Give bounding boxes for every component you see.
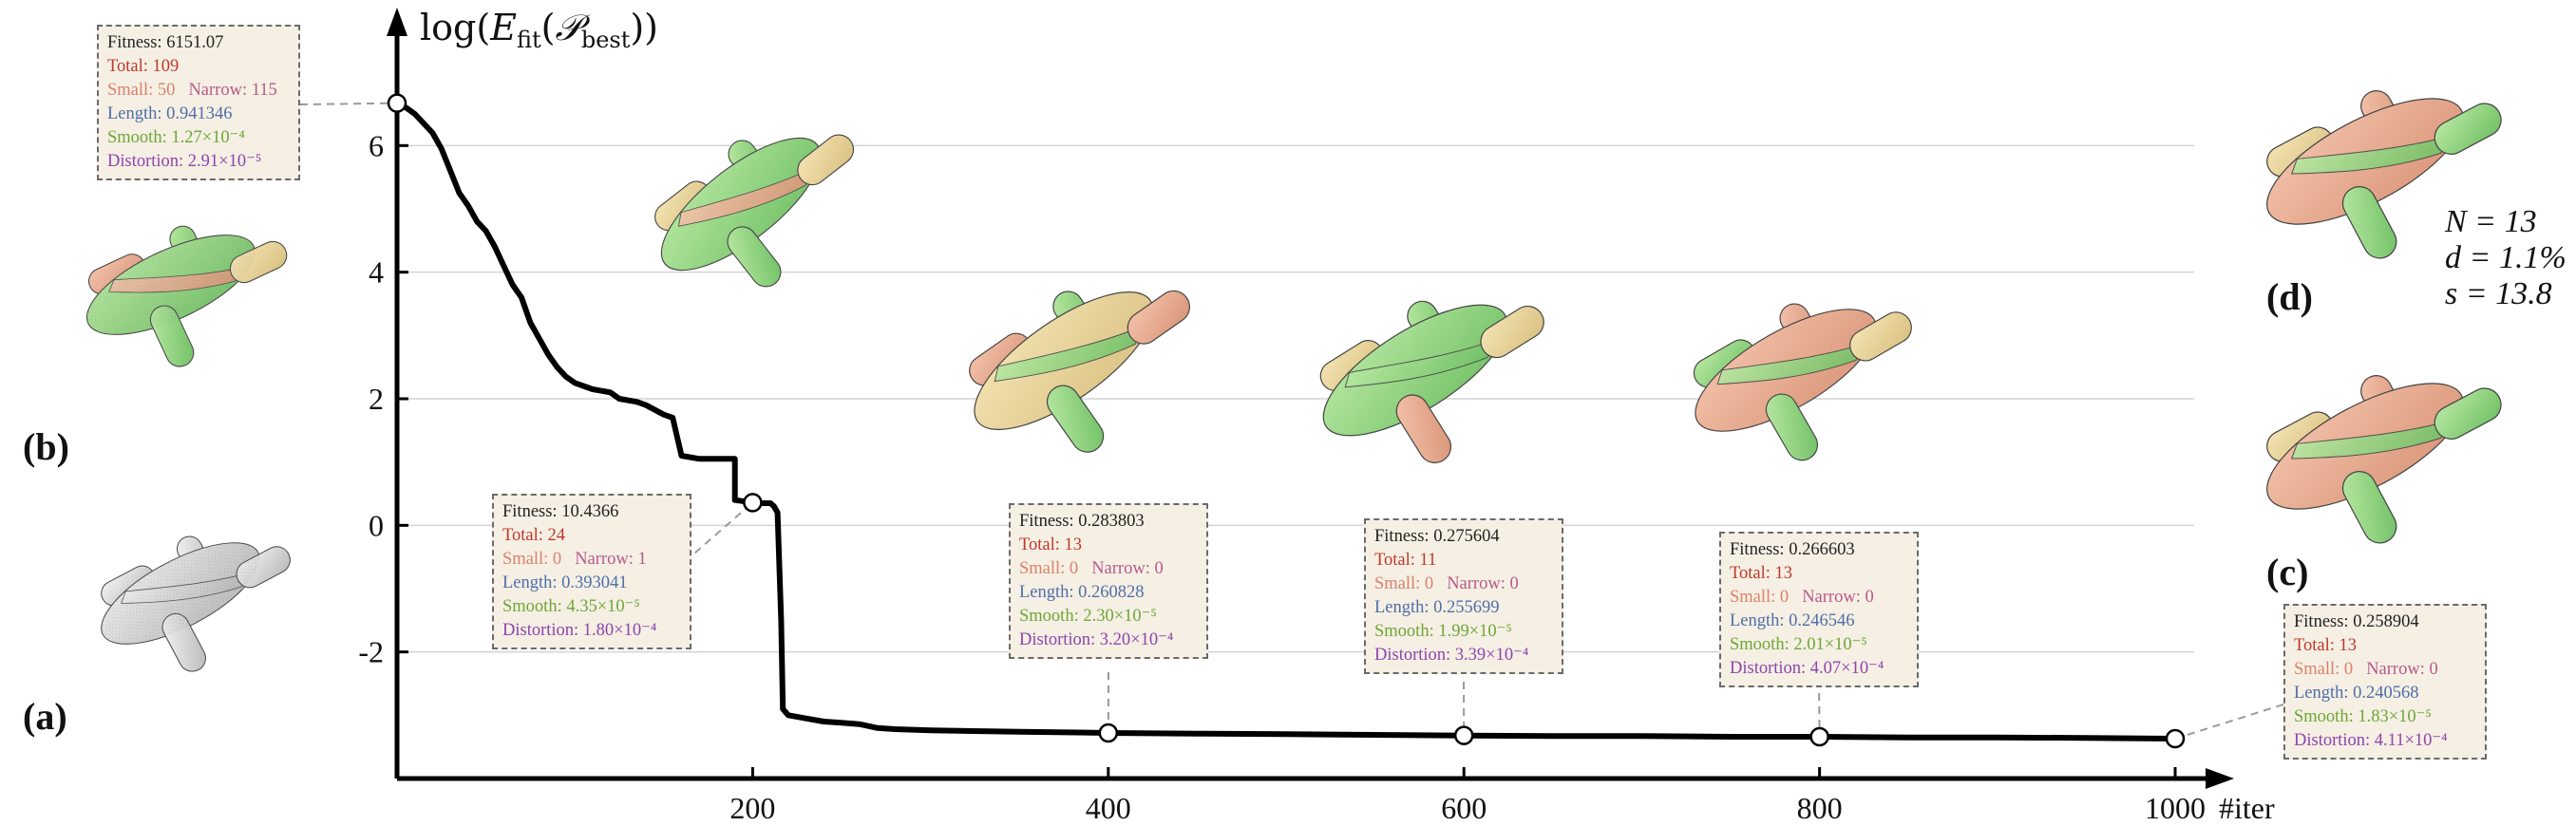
annotation-box-iter-1000: Fitness: 0.258904 Total: 13 Small: 0 Narr… — [2283, 604, 2487, 760]
annotation-smooth: Smooth: 2.30×10⁻⁵ — [1019, 607, 1157, 626]
data-point-marker — [2165, 728, 2186, 749]
y-tick-label: 0 — [369, 508, 384, 542]
x-axis-title: #iter — [2219, 791, 2275, 825]
axis-ticks: -2 0 2 4 6 200 400 600 800 1000 — [358, 128, 2206, 825]
mesh-shape-b — [85, 225, 288, 367]
annotation-fitness: Fitness: 0.283803 — [1019, 512, 1145, 531]
annotation-total: Total: 11 — [1374, 551, 1437, 570]
annotation-fitness: Fitness: 0.258904 — [2294, 612, 2419, 631]
x-tick-label: 1000 — [2145, 791, 2206, 825]
annotation-distortion: Distortion: 4.11×10⁻⁴ — [2294, 731, 2448, 750]
mesh-shape-a — [101, 535, 291, 672]
mesh-shape-d — [2266, 89, 2502, 259]
connector-line — [299, 102, 398, 105]
series-line-fitness — [395, 101, 2176, 742]
annotation-small: Small: 50 — [107, 81, 176, 100]
annotation-distortion: Distortion: 2.91×10⁻⁵ — [107, 152, 262, 171]
annotation-box-iter-0: Fitness: 6151.07 Total: 109 Small: 50 Nar… — [97, 25, 300, 180]
annotation-narrow: Narrow: 0 — [2366, 660, 2438, 679]
mesh-illustrations — [85, 89, 2502, 672]
data-point-marker — [387, 93, 407, 113]
annotation-length: Length: 0.246546 — [1730, 611, 1855, 630]
param-s: s = 13.8 — [2445, 276, 2552, 311]
annotation-smooth: Smooth: 2.01×10⁻⁵ — [1730, 635, 1867, 654]
connector-line — [1818, 679, 1821, 738]
y-axis-arrow — [387, 8, 407, 36]
mesh-shape-iter-800 — [1693, 303, 1912, 461]
annotation-total: Total: 13 — [1019, 535, 1083, 554]
annotation-total: Total: 13 — [2294, 636, 2358, 655]
y-tick-label: 6 — [369, 128, 384, 162]
x-axis-arrow — [2206, 768, 2234, 789]
annotation-smooth: Smooth: 1.99×10⁻⁵ — [1374, 622, 1512, 641]
panel-label-c: (c) — [2266, 551, 2308, 593]
y-tick-label: 4 — [369, 255, 384, 290]
annotation-narrow: Narrow: 0 — [1091, 559, 1164, 578]
annotation-small: Small: 0 — [1730, 588, 1790, 607]
connector-line — [2174, 704, 2284, 740]
annotation-box-iter-800: Fitness: 0.266603 Total: 13 Small: 0 Narr… — [1719, 532, 1919, 687]
annotation-small: Small: 0 — [2294, 660, 2354, 679]
annotation-total: Total: 24 — [502, 526, 566, 545]
data-point-marker — [1453, 725, 1474, 745]
annotation-box-iter-200: Fitness: 10.4366 Total: 24 Small: 0 Narro… — [492, 494, 691, 649]
x-tick-label: 600 — [1441, 791, 1487, 825]
annotation-length: Length: 0.941346 — [107, 104, 233, 123]
annotation-fitness: Fitness: 0.266603 — [1730, 540, 1855, 559]
panel-label-a: (a) — [23, 695, 67, 738]
annotation-narrow: Narrow: 0 — [1447, 574, 1519, 593]
annotation-smooth: Smooth: 1.83×10⁻⁵ — [2294, 707, 2432, 726]
axes — [387, 8, 2234, 789]
annotation-length: Length: 0.240568 — [2294, 684, 2419, 703]
annotation-narrow: Narrow: 115 — [188, 81, 277, 100]
x-tick-label: 800 — [1797, 791, 1843, 825]
annotation-smooth: Smooth: 1.27×10⁻⁴ — [107, 128, 245, 147]
param-d: d = 1.1% — [2445, 240, 2567, 275]
annotation-small: Small: 0 — [1019, 559, 1079, 578]
data-point-marker — [1098, 723, 1119, 743]
annotation-total: Total: 109 — [107, 57, 180, 76]
annotation-fitness: Fitness: 6151.07 — [107, 33, 224, 52]
annotation-smooth: Smooth: 4.35×10⁻⁵ — [502, 597, 640, 616]
annotation-small: Small: 0 — [502, 550, 562, 569]
annotation-length: Length: 0.393041 — [502, 573, 628, 592]
annotation-distortion: Distortion: 4.07×10⁻⁴ — [1730, 659, 1885, 678]
annotation-total: Total: 13 — [1730, 564, 1793, 583]
mesh-shape-c — [2266, 374, 2502, 544]
annotation-distortion: Distortion: 3.39×10⁻⁴ — [1374, 646, 1529, 665]
x-tick-label: 200 — [729, 791, 775, 825]
panel-label-b: (b) — [23, 425, 69, 468]
annotation-length: Length: 0.260828 — [1019, 583, 1145, 602]
mesh-shape-iter-600 — [1319, 300, 1544, 463]
annotation-box-iter-600: Fitness: 0.275604 Total: 11 Small: 0 Narr… — [1364, 518, 1563, 674]
annotation-narrow: Narrow: 1 — [575, 550, 647, 569]
data-point-marker — [1809, 726, 1829, 747]
mesh-shape-iter-400 — [969, 290, 1190, 453]
panel-label-d: (d) — [2266, 275, 2313, 318]
data-point-marker — [743, 493, 763, 513]
y-axis-title: log(Efit(𝒫best)) — [420, 7, 658, 53]
x-tick-label: 400 — [1086, 791, 1131, 825]
annotation-small: Small: 0 — [1374, 574, 1434, 593]
mesh-shape-iter-200 — [654, 134, 855, 288]
annotation-narrow: Narrow: 0 — [1802, 588, 1874, 607]
y-tick-label: -2 — [358, 635, 384, 669]
param-n: N = 13 — [2444, 204, 2537, 239]
series-markers — [387, 93, 2186, 749]
annotation-fitness: Fitness: 10.4366 — [502, 502, 619, 521]
annotation-length: Length: 0.255699 — [1374, 598, 1500, 617]
y-tick-label: 2 — [369, 382, 384, 416]
annotation-fitness: Fitness: 0.275604 — [1374, 527, 1500, 546]
annotation-distortion: Distortion: 1.80×10⁻⁴ — [502, 621, 657, 640]
annotation-distortion: Distortion: 3.20×10⁻⁴ — [1019, 630, 1174, 649]
annotation-box-iter-400: Fitness: 0.283803 Total: 13 Small: 0 Narr… — [1009, 503, 1208, 659]
